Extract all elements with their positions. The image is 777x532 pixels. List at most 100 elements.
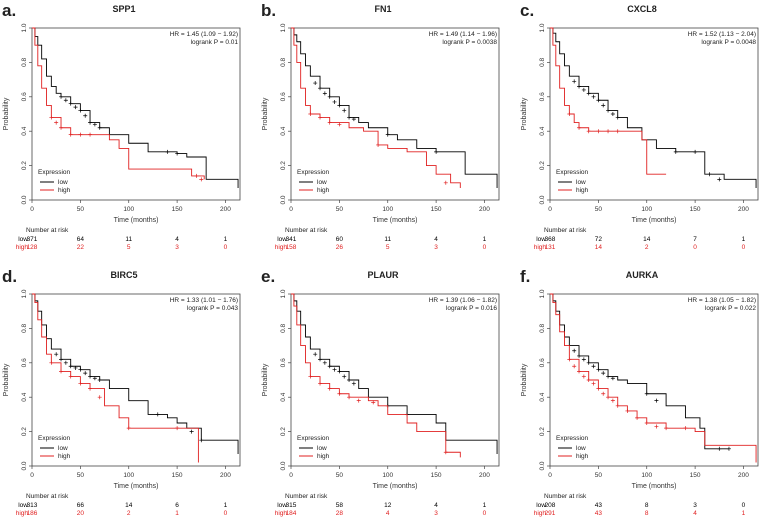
- y-tick-label: 1.0: [21, 289, 28, 298]
- y-tick-label: 1.0: [280, 23, 287, 32]
- y-tick-label: 0.4: [280, 126, 287, 135]
- censor-mark-high: [327, 386, 332, 391]
- panel-aurka: f. AURKA 0.0 0.2 0.4 0.6 0.8 1.0 Probability 0 50 1…: [520, 267, 759, 517]
- risk-table-title: Number at risk: [285, 227, 328, 234]
- km-curve-high: [550, 27, 667, 175]
- censor-mark-low: [337, 103, 342, 108]
- risk-low-value: 43: [595, 502, 603, 509]
- y-tick-label: 0.2: [539, 161, 546, 170]
- censor-mark-low: [385, 132, 390, 137]
- censor-mark-low: [68, 101, 73, 106]
- risk-low-value: 3: [693, 502, 697, 509]
- censor-mark-low: [63, 360, 68, 365]
- panel-cxcl8: c. CXCL8 0.0 0.2 0.4 0.6 0.8 1.0 Probability 0 50 1…: [520, 1, 759, 251]
- censor-mark-low: [332, 367, 337, 372]
- legend-high-label: high: [576, 187, 589, 194]
- risk-low-value: 11: [384, 236, 391, 243]
- x-tick-label: 200: [220, 206, 231, 213]
- hr-annotation: HR = 1.38 (1.05 − 1.82): [688, 297, 756, 304]
- censor-mark-low: [313, 352, 318, 357]
- risk-high-value: 2: [645, 244, 649, 251]
- censor-mark-high: [318, 115, 323, 120]
- risk-high-value: 26: [336, 244, 344, 251]
- censor-mark-high: [126, 426, 131, 431]
- risk-high-value: 1: [742, 510, 746, 517]
- censor-mark-high: [88, 132, 93, 137]
- legend-title: Expression: [38, 169, 71, 176]
- y-axis-label: Probability: [3, 97, 10, 130]
- x-tick-label: 0: [30, 472, 34, 479]
- plot-frame: [31, 27, 241, 201]
- x-axis-label: Time (months): [373, 217, 418, 224]
- risk-low-value: 11: [125, 236, 132, 243]
- censor-mark-high: [625, 408, 630, 413]
- risk-table-title: Number at risk: [285, 493, 328, 500]
- censor-mark-low: [707, 172, 712, 177]
- x-tick-label: 200: [738, 472, 749, 479]
- x-tick-label: 150: [172, 206, 183, 213]
- plot-frame: [31, 293, 241, 467]
- risk-low-value: 0: [742, 502, 746, 509]
- censor-mark-low: [327, 94, 332, 99]
- x-tick-label: 100: [123, 472, 134, 479]
- censor-mark-low: [606, 108, 611, 113]
- censor-mark-low: [342, 108, 347, 113]
- censor-mark-low: [610, 376, 615, 381]
- km-curve-low: [550, 27, 757, 188]
- hr-annotation: HR = 1.39 (1.06 − 1.82): [429, 297, 497, 304]
- censor-mark-low: [92, 122, 97, 127]
- censor-mark-low: [610, 112, 615, 116]
- censor-mark-high: [337, 391, 342, 396]
- y-tick-label: 0.6: [21, 92, 28, 101]
- legend-title: Expression: [297, 169, 330, 176]
- x-tick-label: 50: [336, 206, 344, 213]
- chart-title: SPP1: [112, 4, 135, 14]
- y-tick-label: 0.0: [539, 195, 546, 204]
- y-tick-label: 1.0: [539, 289, 546, 298]
- risk-low-value: 7: [693, 236, 697, 243]
- censor-mark-high: [308, 112, 313, 116]
- y-tick-label: 0.0: [280, 195, 287, 204]
- risk-low-value: 60: [336, 236, 344, 243]
- censor-mark-low: [347, 115, 352, 120]
- risk-low-value: 14: [125, 502, 133, 509]
- y-tick-label: 0.6: [280, 92, 287, 101]
- x-tick-label: 50: [77, 206, 85, 213]
- risk-high-label: high: [534, 244, 547, 251]
- panel-label: d.: [2, 267, 17, 286]
- logrank-annotation: logrank P = 0.022: [705, 305, 756, 312]
- chart-title: BIRC5: [110, 270, 137, 280]
- risk-high-value: 3: [434, 244, 438, 251]
- risk-low-label: low: [536, 502, 546, 509]
- km-curve-low: [291, 27, 498, 188]
- censor-mark-high: [68, 132, 73, 137]
- y-tick-label: 0.0: [21, 461, 28, 470]
- risk-high-value: 2: [127, 510, 131, 517]
- censor-mark-high: [635, 415, 640, 420]
- censor-mark-low: [693, 149, 698, 154]
- y-axis-label: Probability: [262, 363, 269, 396]
- censor-mark-low: [54, 352, 59, 357]
- y-tick-label: 0.6: [539, 92, 546, 101]
- legend-high-label: high: [58, 187, 71, 194]
- legend-low-label: low: [58, 445, 68, 452]
- legend-low-label: low: [317, 445, 327, 452]
- risk-table-title: Number at risk: [544, 227, 587, 234]
- hr-annotation: HR = 1.49 (1.14 − 1.96): [429, 31, 497, 38]
- risk-low-value: 14: [643, 236, 651, 243]
- risk-high-value: 5: [127, 244, 131, 251]
- censor-mark-low: [318, 86, 323, 91]
- risk-high-value: 158: [286, 244, 297, 251]
- censor-mark-low: [73, 105, 78, 110]
- censor-mark-low: [342, 374, 347, 379]
- risk-low-value: 8: [645, 502, 649, 509]
- risk-high-value: 0: [693, 244, 697, 251]
- censor-mark-high: [337, 122, 342, 127]
- legend-title: Expression: [297, 435, 330, 442]
- censor-mark-high: [606, 395, 611, 400]
- panel-label: b.: [261, 1, 276, 20]
- risk-high-value: 3: [434, 510, 438, 517]
- y-tick-label: 0.2: [21, 427, 28, 436]
- logrank-annotation: logrank P = 0.016: [446, 305, 497, 312]
